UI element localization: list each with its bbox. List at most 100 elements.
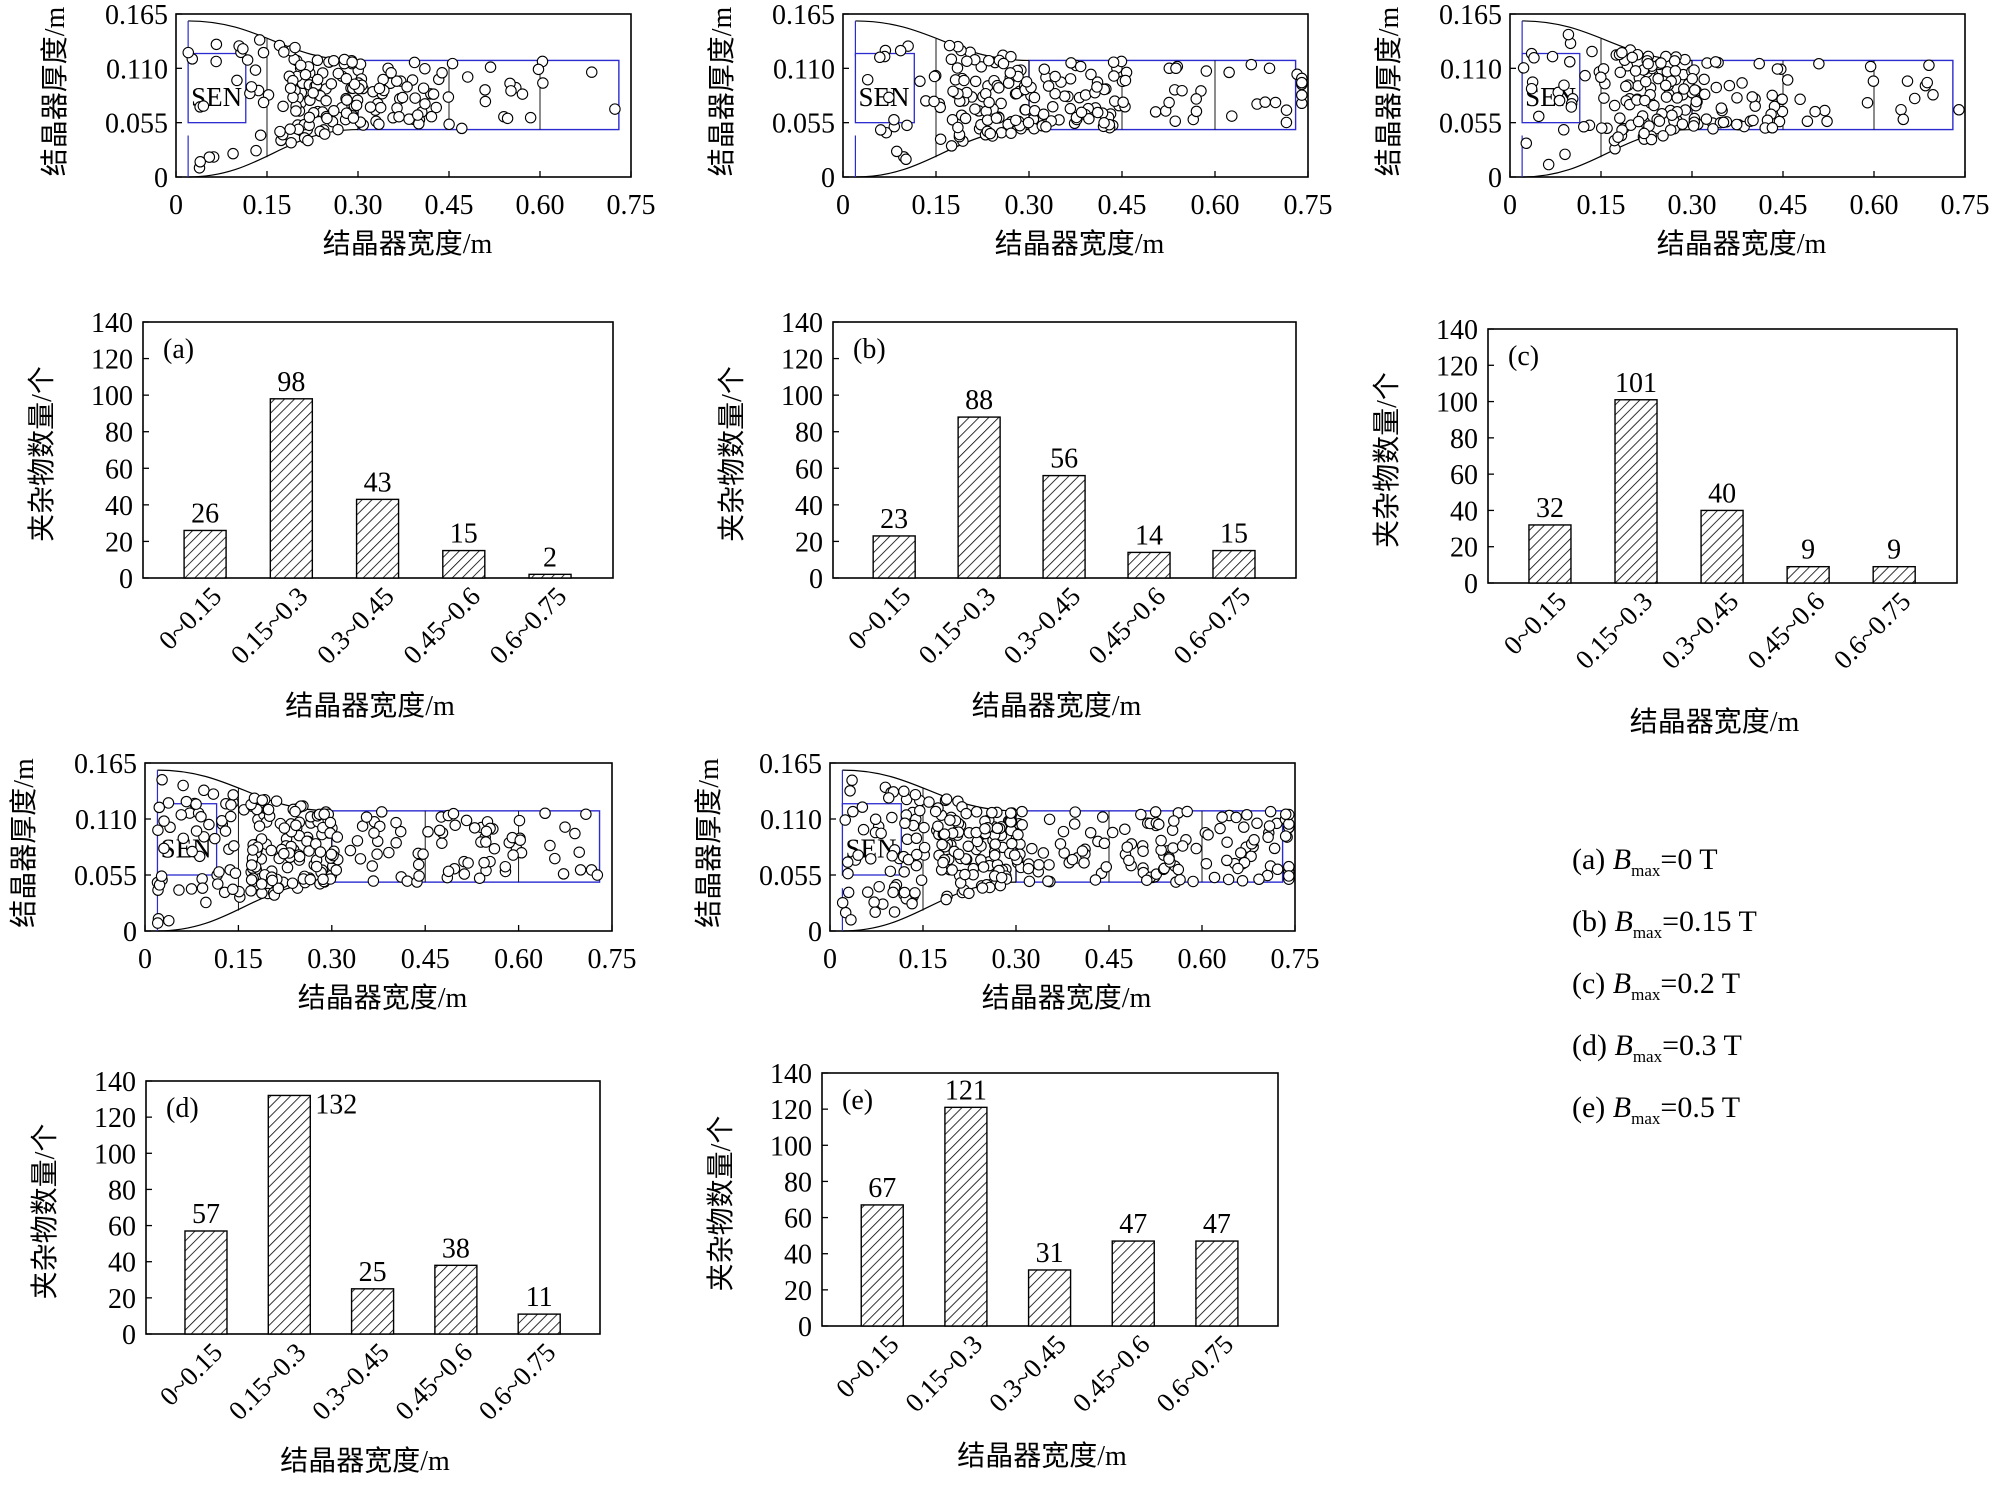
inclusion-point xyxy=(1809,105,1821,118)
x-tick-label: 0.30 xyxy=(334,190,383,221)
inclusion-point xyxy=(229,867,242,879)
y-tick-label: 20 xyxy=(1450,533,1478,564)
y-tick-label: 100 xyxy=(770,1131,812,1162)
y-tick-label: 0 xyxy=(119,564,133,595)
inclusion-point xyxy=(1553,94,1566,107)
bar xyxy=(944,1106,988,1327)
inclusion-point xyxy=(1074,60,1087,73)
inclusion-point xyxy=(977,861,990,873)
bar xyxy=(872,535,916,579)
inclusion-point xyxy=(1100,861,1113,873)
inclusion-point xyxy=(256,794,269,806)
y-tick-label: 100 xyxy=(94,1139,136,1170)
inclusion-point xyxy=(1028,91,1041,104)
y-axis-label: 结晶器厚度/m xyxy=(706,7,738,177)
inclusion-point xyxy=(307,87,319,99)
inclusion-point xyxy=(1818,104,1831,117)
y-tick-label: 0 xyxy=(821,163,835,194)
inclusion-point xyxy=(364,101,377,113)
inclusion-point xyxy=(573,846,585,858)
inclusion-point xyxy=(371,848,383,860)
inclusion-point xyxy=(227,883,239,896)
inclusion-point xyxy=(350,99,363,112)
inclusion-point xyxy=(869,906,881,918)
x-tick-label: 0.45 xyxy=(1098,190,1147,221)
x-axis-label: 结晶器宽度/m xyxy=(957,1440,1127,1472)
inclusion-point xyxy=(1020,76,1033,88)
inclusion-point xyxy=(347,112,360,124)
inclusion-point xyxy=(284,82,297,94)
inclusion-point xyxy=(861,73,874,86)
inclusion-point xyxy=(373,118,385,131)
inclusion-point xyxy=(1012,828,1024,841)
inclusion-point xyxy=(1659,79,1672,92)
inclusion-point xyxy=(899,817,911,830)
inclusion-point xyxy=(479,84,491,96)
inclusion-point xyxy=(574,864,587,876)
legend-item-a: (a) Bmax=0 T xyxy=(1572,843,1718,880)
inclusion-point xyxy=(1064,102,1077,115)
x-tick-label: 0.3~0.45 xyxy=(306,1337,395,1426)
y-axis-label: 夹杂物数量/个 xyxy=(26,366,58,542)
x-tick-label: 0.15 xyxy=(214,944,263,975)
inclusion-point xyxy=(962,840,975,853)
plot-frame xyxy=(842,13,1309,178)
bar-value-label: 43 xyxy=(364,467,392,498)
bar-panel-d: 57 0~0.15 132 0.15~0.3 25 0.3~0.45 38 0.45~0.6 1… xyxy=(29,1067,601,1477)
y-axis-label: 夹杂物数量/个 xyxy=(705,1116,737,1292)
inclusion-point xyxy=(986,806,998,819)
inclusion-point xyxy=(1280,104,1293,116)
inclusion-point xyxy=(324,816,337,829)
inclusion-point xyxy=(480,836,492,848)
y-tick-label: 20 xyxy=(108,1284,136,1315)
inclusion-point xyxy=(1262,831,1274,844)
inclusion-point xyxy=(213,866,225,878)
inclusion-point xyxy=(1153,818,1165,831)
inclusion-point xyxy=(1190,842,1203,855)
inclusion-point xyxy=(478,856,490,869)
inclusion-point xyxy=(943,39,956,52)
inclusion-point xyxy=(995,97,1007,110)
inclusion-point xyxy=(480,825,493,838)
bar-value-label: 9 xyxy=(1887,535,1901,566)
bar xyxy=(957,416,1001,579)
inclusion-point xyxy=(1296,76,1308,89)
inclusion-point xyxy=(1546,50,1559,63)
inclusion-point xyxy=(1078,857,1090,869)
y-tick-label: 0.055 xyxy=(772,109,835,140)
bar-value-label: 2 xyxy=(543,542,557,573)
x-tick-label: 0~0.15 xyxy=(153,581,228,656)
inclusion-point xyxy=(1123,854,1135,867)
y-tick-label: 140 xyxy=(94,1067,136,1098)
inclusion-point xyxy=(225,799,237,811)
inclusion-point xyxy=(940,893,952,906)
y-tick-label: 80 xyxy=(108,1175,136,1206)
inclusion-point xyxy=(969,75,982,88)
inclusion-point xyxy=(1595,71,1607,84)
inclusion-point xyxy=(186,845,198,858)
inclusion-point xyxy=(185,883,198,895)
inclusion-point xyxy=(1614,112,1626,124)
legend-item-b: (b) Bmax=0.15 T xyxy=(1572,905,1757,942)
inclusion-point xyxy=(1054,838,1067,850)
y-tick-label: 0.055 xyxy=(1439,109,1502,140)
inclusion-point xyxy=(212,878,224,890)
inclusion-point xyxy=(1083,112,1095,125)
inclusion-point xyxy=(1953,104,1965,116)
bar-value-label: 14 xyxy=(1135,520,1163,551)
inclusion-point xyxy=(203,151,216,163)
inclusion-point xyxy=(1669,65,1682,77)
x-tick-label: 0.45 xyxy=(1085,944,1134,975)
inclusion-point xyxy=(303,111,316,124)
inclusion-point xyxy=(947,85,959,98)
y-tick-label: 60 xyxy=(1450,460,1478,491)
inclusion-point xyxy=(1091,106,1104,119)
inclusion-point xyxy=(882,792,895,804)
inclusion-point xyxy=(341,94,353,106)
inclusion-point xyxy=(945,140,958,152)
inclusion-point xyxy=(884,865,897,878)
inclusion-point xyxy=(325,78,338,90)
inclusion-point xyxy=(1176,84,1188,97)
inclusion-point xyxy=(1698,73,1710,86)
